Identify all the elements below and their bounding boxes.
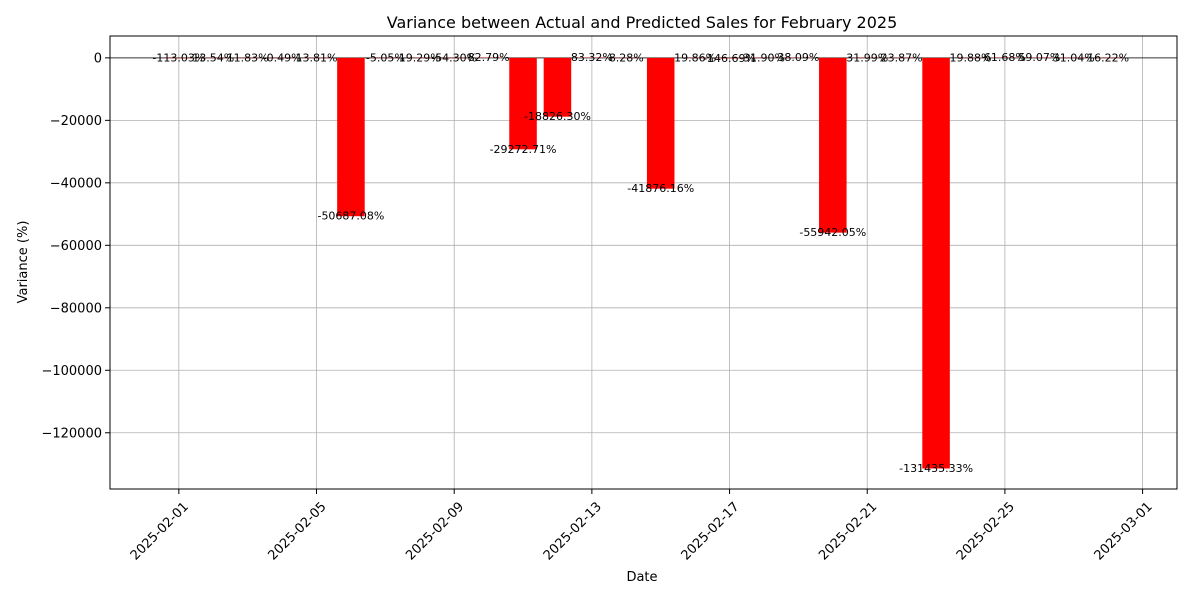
data-label: 83.32% [571, 51, 613, 64]
data-label: 82.79% [468, 51, 510, 64]
data-label: -29272.71% [490, 143, 557, 156]
data-label: 31.04% [1053, 51, 1095, 64]
data-label: -41876.16% [627, 182, 694, 195]
x-tick-label: 2025-02-05 [266, 499, 330, 563]
x-tick-label: 2025-02-13 [541, 499, 605, 563]
data-label: 19.88% [950, 51, 992, 64]
y-axis-ticks: 0 −20000 −40000 −60000 −80000 −100000 −120000 [41, 51, 110, 441]
data-label: -146.69% [703, 52, 756, 65]
x-tick-label: 2025-02-21 [816, 499, 880, 563]
data-label: 59.07% [1018, 51, 1060, 64]
bar [646, 57, 675, 189]
bars [165, 57, 1122, 469]
y-tick-label: −40000 [50, 176, 102, 191]
data-label: 31.99% [846, 51, 888, 64]
data-label: 11.83% [227, 51, 269, 64]
y-tick-label: 0 [94, 51, 102, 66]
data-label: 19.86% [674, 51, 716, 64]
y-tick-label: −80000 [50, 301, 102, 316]
x-axis-label: Date [626, 570, 657, 585]
x-tick-label: 2025-02-01 [128, 499, 192, 563]
data-label: 13.54% [192, 51, 234, 64]
x-tick-label: 2025-02-09 [403, 499, 467, 563]
y-tick-label: −120000 [41, 426, 102, 441]
data-label: 8.28% [609, 51, 644, 64]
x-tick-label: 2025-03-01 [1092, 499, 1156, 563]
bar [922, 57, 950, 469]
data-label: -18826.30% [524, 110, 591, 123]
x-tick-label: 2025-02-17 [679, 499, 743, 563]
data-label: -113.03% [152, 52, 205, 65]
bar [543, 57, 572, 117]
bar [337, 57, 365, 217]
plot-frame [109, 35, 1178, 490]
grid-lines [110, 36, 1177, 489]
y-tick-label: −60000 [50, 239, 102, 254]
data-label: -54.30% [431, 52, 477, 65]
y-tick-label: −100000 [41, 364, 102, 379]
data-label: 38.09% [777, 51, 819, 64]
bar [509, 57, 537, 150]
data-label: -5.05% [366, 51, 405, 64]
data-label: -131435.33% [899, 462, 973, 475]
bar [819, 57, 847, 233]
data-label: 31.90% [743, 51, 785, 64]
y-tick-label: −20000 [50, 114, 102, 129]
y-axis-label: Variance (%) [16, 221, 31, 304]
data-label: 16.22% [1087, 51, 1129, 64]
data-label: 61.68% [984, 51, 1026, 64]
x-axis-ticks: 2025-02-01 2025-02-05 2025-02-09 2025-02-13… [128, 489, 1156, 563]
data-label: 19.29% [399, 51, 441, 64]
data-label: -0.49% [263, 51, 302, 64]
chart-title: Variance between Actual and Predicted Sa… [387, 13, 898, 32]
x-tick-label: 2025-02-25 [954, 499, 1018, 563]
data-label: -55942.05% [799, 226, 866, 239]
data-label: -50687.08% [317, 210, 384, 223]
data-labels: -113.03%13.54%11.83%-0.49%13.81% -50687.0… [152, 51, 1129, 475]
data-label: 23.87% [881, 51, 923, 64]
data-label: 13.81% [296, 51, 338, 64]
